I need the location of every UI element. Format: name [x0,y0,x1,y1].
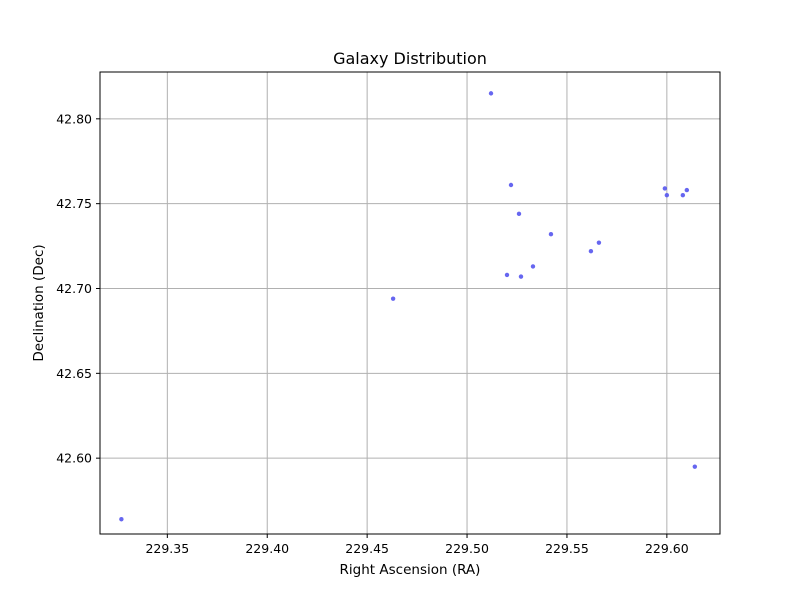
data-point [390,296,396,301]
data-point [548,232,554,237]
y-tick-label: 42.65 [56,366,92,381]
x-tick-label: 229.50 [445,541,489,556]
x-tick-label: 229.40 [245,541,289,556]
grid [100,72,720,534]
data-point [596,240,602,245]
plot-area-frame [99,71,721,535]
y-tick-label: 42.75 [56,196,92,211]
data-point [516,211,522,217]
x-tick-label: 229.60 [645,541,689,556]
data-points [119,91,698,522]
x-tick-label: 229.35 [145,541,189,556]
y-tick-label: 42.70 [56,281,92,296]
data-point [504,272,510,278]
data-point [119,517,124,522]
x-axis-label: Right Ascension (RA) [340,562,481,578]
y-axis-label: Declination (Dec) [31,244,47,361]
data-point [488,91,494,96]
data-point [662,186,668,191]
data-point [692,464,698,469]
x-tick-label: 229.45 [345,541,389,556]
y-tick-label: 42.60 [56,451,92,466]
y-tick-label: 42.80 [56,111,92,126]
data-point [680,192,686,198]
chart-title: Galaxy Distribution [333,49,487,68]
data-point [664,192,670,198]
data-point [508,182,514,188]
axis-ticks: 229.35 229.40 229.45 229.50 229.55 229.60 42.6… [56,111,689,556]
x-tick-label: 229.55 [545,541,589,556]
data-point [588,248,594,254]
data-point [530,264,536,269]
data-point [684,187,690,193]
data-point [518,274,524,279]
